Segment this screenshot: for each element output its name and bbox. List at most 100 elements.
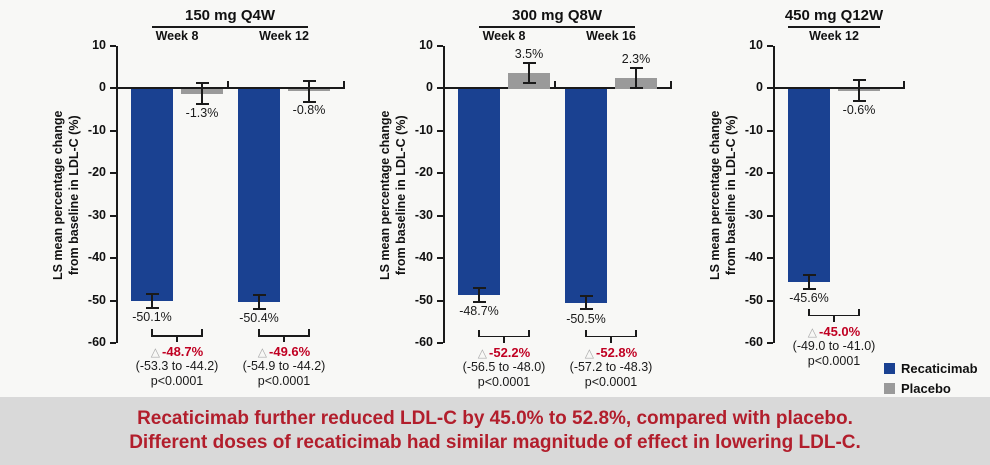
bar-recaticimab [788, 89, 830, 282]
y-tick [437, 129, 443, 132]
y-tick [437, 214, 443, 217]
y-tick [110, 342, 116, 344]
takeaway-banner: Recaticimab further reduced LDL-C by 45.… [0, 397, 990, 465]
placebo-swatch [884, 383, 895, 394]
placebo-error-bar-cap-bottom [629, 87, 643, 90]
bar-recaticimab [458, 89, 500, 295]
y-tick [110, 257, 116, 259]
placebo-error-bar-stem [201, 83, 203, 104]
week-label: Week 12 [259, 29, 309, 43]
difference-ci: (-56.5 to -48.0) [462, 359, 546, 374]
bar-value-recaticimab: -48.7% [459, 303, 499, 318]
comparison-bracket-mid-tick [610, 335, 612, 343]
placebo-error-bar-cap-top [302, 80, 316, 83]
comparison-bracket-right-tick [858, 308, 860, 317]
recaticimab-error-bar-stem [585, 295, 587, 310]
y-tick-label: -40 [87, 250, 106, 264]
placebo-error-bar-stem [635, 68, 637, 89]
difference-delta: △ -45.0% [764, 324, 904, 339]
recaticimab-error-bar-cap-bottom [472, 300, 486, 303]
difference-delta: △ -49.6% [214, 344, 354, 359]
difference-pvalue: p<0.0001 [584, 374, 638, 389]
legend-item-recaticimab: Recaticimab [884, 361, 978, 376]
y-axis [116, 45, 118, 343]
recaticimab-error-bar-cap-top [802, 274, 816, 276]
bar-value-placebo: 2.3% [621, 52, 651, 67]
y-tick [437, 87, 443, 89]
bar-value-recaticimab: -45.6% [789, 290, 829, 305]
delta-triangle-icon: △ [584, 345, 595, 360]
recaticimab-error-bar-stem [478, 288, 480, 302]
delta-value: -52.2% [489, 344, 531, 360]
panel-title-underline [479, 26, 635, 28]
bar-recaticimab [131, 89, 173, 301]
y-tick-label: -60 [414, 335, 433, 349]
y-tick [767, 299, 773, 302]
y-tick [767, 342, 773, 344]
y-tick-label: -20 [414, 165, 433, 179]
placebo-error-bar-cap-bottom [522, 82, 536, 85]
panel-title-underline [152, 26, 308, 28]
delta-triangle-icon: △ [807, 324, 818, 339]
recaticimab-error-bar-cap-bottom [802, 287, 816, 290]
y-axis-label-line: LS mean percentage change [51, 110, 65, 280]
placebo-error-bar-cap-top [629, 67, 643, 70]
y-tick [110, 87, 116, 89]
recaticimab-error-bar-cap-top [472, 287, 486, 290]
y-tick-label: -40 [414, 250, 433, 264]
bar-recaticimab [565, 89, 607, 303]
y-axis-label: LS mean percentage change from baseline i… [50, 46, 82, 344]
x-baseline [445, 86, 672, 90]
y-tick [767, 257, 773, 259]
difference-delta: △ -48.7% [107, 344, 247, 359]
x-baseline-end-tick [670, 81, 672, 87]
y-tick [437, 44, 443, 47]
y-tick-label: -30 [414, 207, 433, 222]
difference-pvalue: p<0.0001 [477, 374, 531, 389]
y-tick-label: -60 [744, 335, 763, 349]
recaticimab-error-bar-stem [258, 295, 260, 309]
y-tick-label: -30 [87, 207, 106, 222]
placebo-error-bar-cap-bottom [302, 100, 316, 103]
recaticimab-error-bar-cap-bottom [579, 308, 593, 311]
y-tick [437, 172, 443, 174]
week-label: Week 16 [586, 29, 636, 43]
chart-area: 150 mg Q4W 10 0 -10 -20 -30 -40 -50 -60 LS mean p… [50, 7, 905, 389]
legend-label-recaticimab: Recaticimab [901, 361, 978, 376]
recaticimab-error-bar-stem [151, 294, 153, 308]
placebo-error-bar-cap-top [852, 79, 866, 82]
y-tick-label: -50 [744, 292, 763, 307]
banner-line-2: Different doses of recaticimab had simil… [129, 432, 861, 453]
difference-delta: △ -52.8% [541, 345, 681, 360]
difference-pvalue: p<0.0001 [257, 374, 311, 389]
delta-triangle-icon: △ [257, 345, 268, 360]
placebo-error-bar-cap-bottom [195, 102, 209, 105]
y-tick-label: 10 [419, 37, 433, 52]
delta-value: -49.6% [269, 344, 311, 360]
x-group-divider-tick [554, 81, 556, 87]
bar-value-recaticimab: -50.5% [566, 311, 606, 326]
y-tick [437, 342, 443, 344]
x-group-divider-tick [227, 81, 229, 87]
x-baseline-end-tick [903, 81, 905, 87]
recaticimab-error-bar-stem [808, 275, 810, 289]
comparison-bracket-mid-tick [833, 314, 835, 322]
comparison-bracket-left-tick [151, 329, 153, 337]
y-axis-label-line: from baseline in LDL-C (%) [724, 114, 738, 275]
delta-value: -48.7% [162, 344, 204, 360]
comparison-bracket-left-tick [808, 308, 810, 317]
placebo-error-bar-cap-top [522, 61, 536, 64]
y-tick-label: -20 [744, 165, 763, 179]
week-label: Week 12 [809, 29, 859, 43]
comparison-bracket-right-tick [308, 329, 310, 337]
difference-ci: (-57.2 to -48.3) [569, 359, 653, 374]
legend-item-placebo: Placebo [884, 381, 978, 396]
panel-title: 150 mg Q4W [184, 7, 276, 24]
bar-value-recaticimab: -50.4% [239, 311, 279, 326]
comparison-bracket-right-tick [201, 329, 203, 337]
bar-value-placebo: -0.8% [292, 103, 326, 118]
comparison-bracket-left-tick [258, 329, 260, 337]
bar-value-placebo: -1.3% [185, 105, 219, 120]
y-tick [767, 44, 773, 47]
